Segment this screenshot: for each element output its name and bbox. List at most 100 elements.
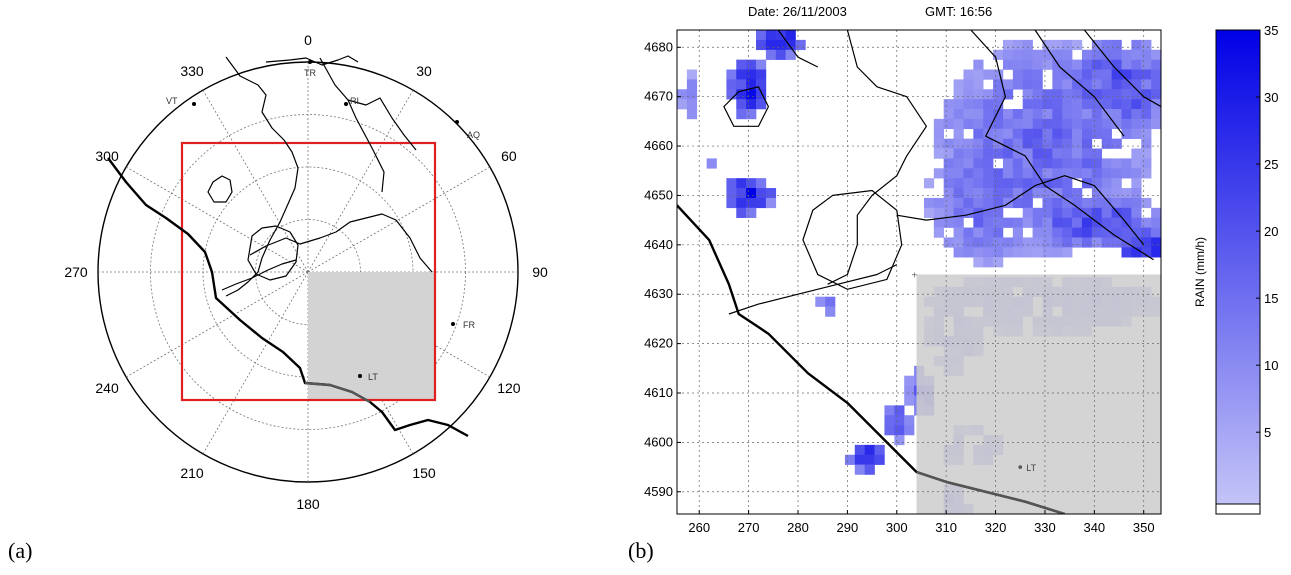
rain-cell [963,188,974,199]
rain-cell [1002,118,1014,130]
rain-cell [983,247,994,258]
rain-cell [1032,168,1043,179]
rain-cell [953,158,964,169]
colorbar: 35 30 25 20 15 10 5 [1215,23,1278,515]
coastline-and-rivers [107,55,469,438]
rain-cell [1052,99,1063,110]
rain-cell [1022,128,1033,139]
border-east [347,97,417,151]
rain-cell [746,188,757,199]
rain-cell [756,39,767,51]
rain-cell [1091,59,1103,70]
rain-cell [1042,89,1053,100]
rain-cell [1042,59,1053,70]
rain-cell [1022,197,1033,209]
rain-cell [1111,99,1122,110]
rain-cell [1072,217,1083,228]
rain-cell [983,138,994,149]
rain-cell [1072,59,1083,70]
city-aq: AQ [455,120,480,140]
rain-cell [746,197,757,209]
rain-cell [1081,237,1093,248]
rain-cell [933,138,944,149]
rain-cell [1091,69,1103,80]
rain-cell [1042,158,1053,169]
rain-cell [1081,227,1093,238]
rain-cell [765,188,777,199]
rain-cell [1121,128,1132,139]
rain-cell [904,425,915,436]
rain-cell [1072,89,1083,100]
rain-cell [1131,168,1142,179]
rain-cell [756,59,767,70]
border-south [728,264,898,315]
rain-cell [993,188,1004,199]
rain-cell [963,99,974,110]
corner-marker: + [912,270,918,281]
rain-cell [1101,188,1112,199]
rain-cell [1131,197,1142,209]
rain-cell [1141,49,1152,60]
rain-cell [963,227,974,238]
azimuth-spoke [307,89,414,273]
rain-cell [1101,79,1112,90]
rain-cell [1042,227,1053,238]
rain-cell [1012,158,1024,169]
rain-cell [973,158,984,169]
rain-cell [686,79,698,90]
rain-cell [983,207,994,218]
rain-cell [1151,69,1161,80]
rain-cell [1091,148,1103,159]
azimuth-spoke [202,89,309,273]
rain-cell [953,138,964,149]
rain-cell [963,178,974,189]
rain-cell [993,207,1004,218]
shaded-overlay [916,274,1161,514]
rain-cell [943,138,954,149]
y-tick-label: 4620 [644,336,673,351]
rain-cell [746,89,757,100]
rain-cell [933,207,944,218]
rain-cell [785,39,796,51]
rain-cell [1032,49,1043,60]
rain-cell [1002,89,1014,100]
shaded-quadrant [308,272,435,400]
rain-cell [943,109,954,120]
rain-cell [1022,178,1033,189]
rain-cell [1042,197,1053,209]
rain-cell [1111,69,1122,80]
rain-cell [1081,217,1093,228]
rain-cell [1032,118,1043,130]
rain-cell [775,30,786,41]
rain-cell [933,217,944,228]
shaded-region [916,274,1161,514]
rain-cell [1111,118,1122,130]
rain-cell [1062,39,1073,51]
rain-cell [1062,89,1073,100]
azimuth-label-180: 180 [296,496,320,512]
rain-cell [983,178,994,189]
rain-cell [943,148,954,159]
rain-cell [1121,99,1132,110]
rain-cell [1042,109,1053,120]
rain-cell [1072,148,1083,159]
rain-cell [1002,39,1014,51]
rain-cell [1141,227,1152,238]
rain-cell [1022,109,1033,120]
rain-cell [756,30,767,41]
border-east [970,30,1154,261]
rain-cell [1022,188,1033,199]
rain-cell [943,99,954,110]
rain-cell [1091,227,1103,238]
rain-cell [1111,227,1122,238]
rain-cell [736,109,747,120]
rain-cell [943,188,954,199]
rain-cell [953,109,964,120]
rain-cell [1081,89,1093,100]
azimuth-spoke [202,271,309,455]
rain-cell [1121,227,1132,238]
rain-cell [973,128,984,139]
rain-cell [1131,247,1142,258]
rain-cell [953,168,964,179]
rain-cell [1002,148,1014,159]
